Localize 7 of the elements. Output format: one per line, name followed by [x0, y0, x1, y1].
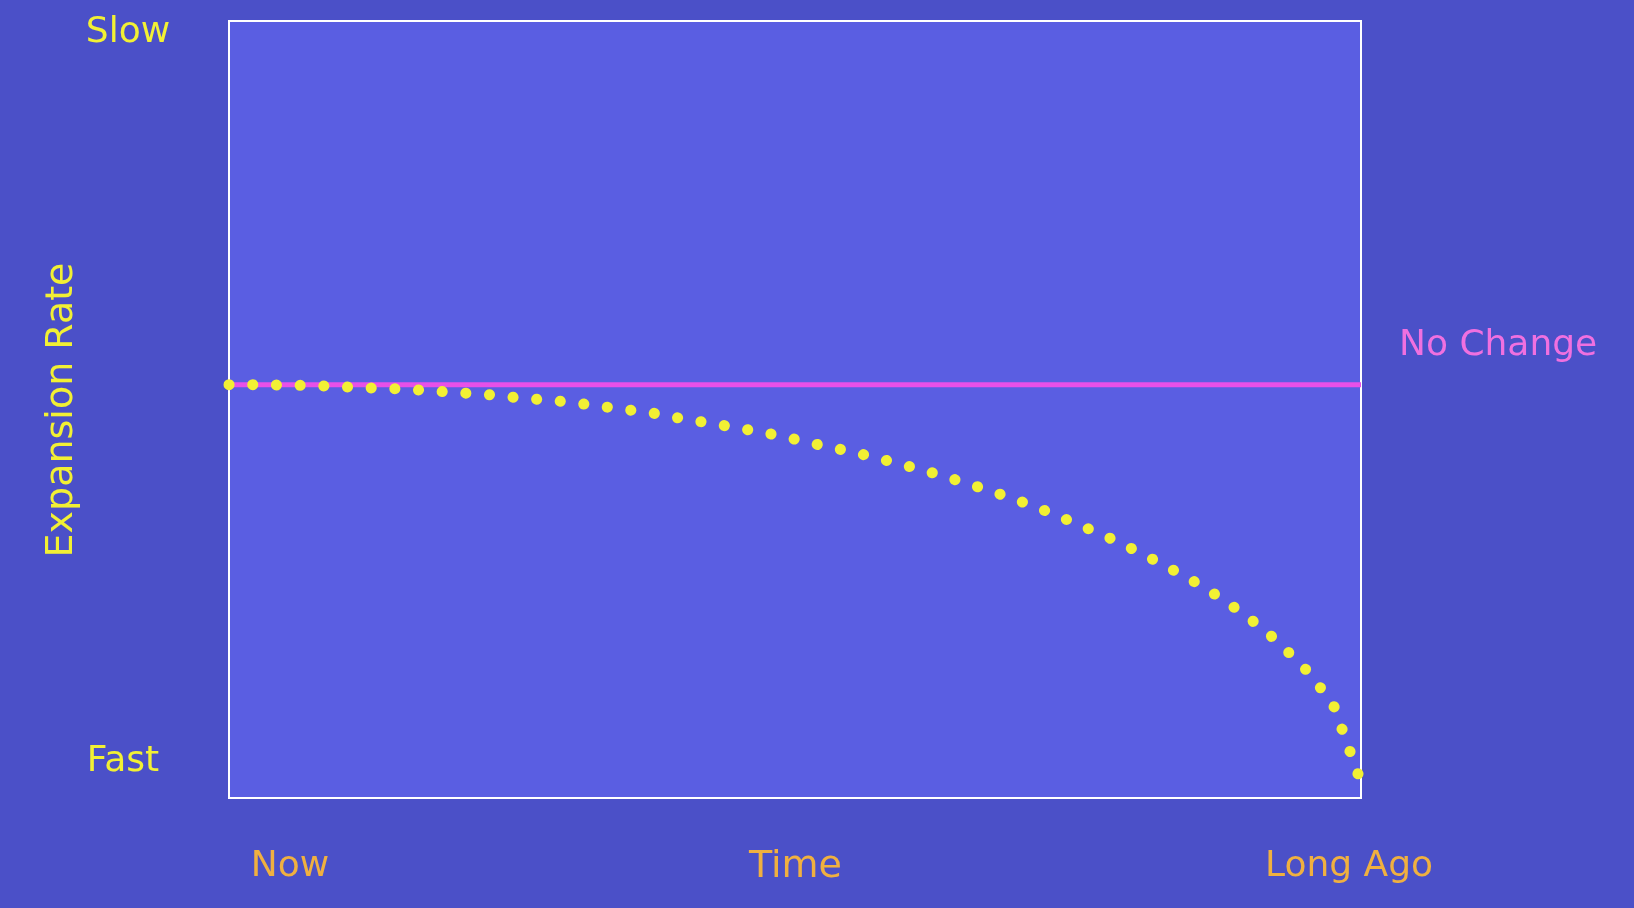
x-axis-title: Time [748, 841, 842, 886]
text: Long Ago [1264, 843, 1434, 884]
text: Slow [85, 9, 171, 50]
ref-line-label: No Change [1399, 321, 1598, 363]
y-axis-title: Expansion Rate [36, 262, 81, 558]
text: Now [250, 843, 330, 884]
text: Fast [86, 738, 160, 779]
